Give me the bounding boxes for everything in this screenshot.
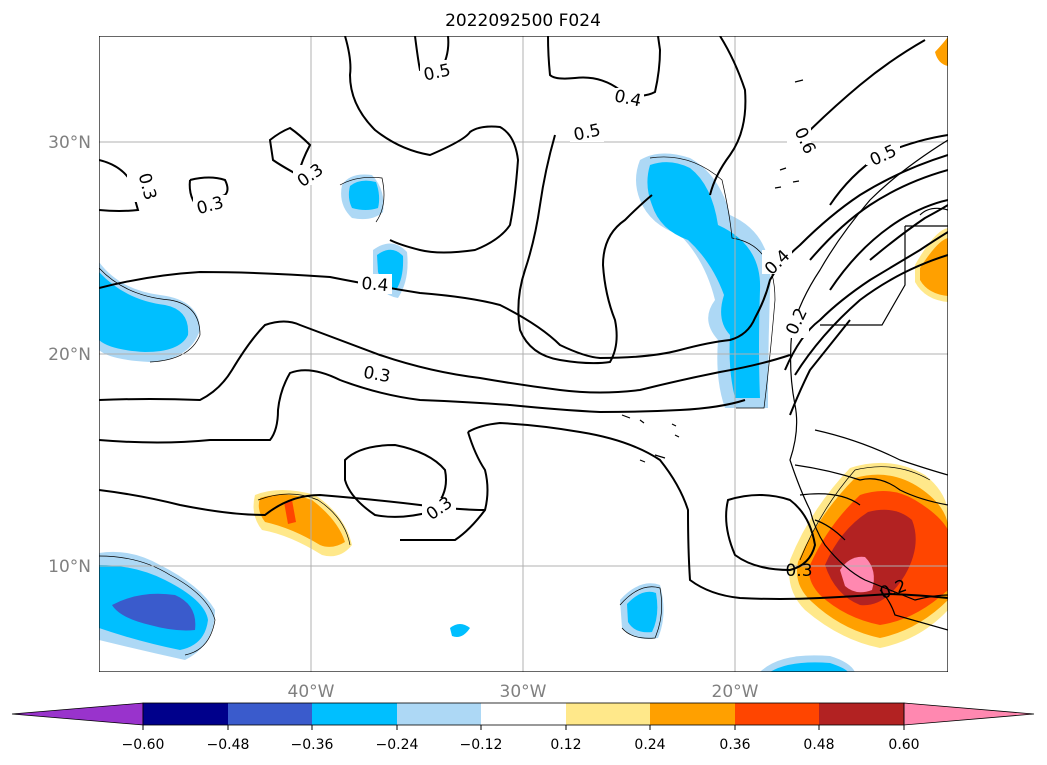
contour-0.3-loop <box>344 443 447 518</box>
colorbar-bin <box>143 703 228 725</box>
contour-label: 0.3 <box>362 363 392 387</box>
lat-label-30n: 30°N <box>48 133 91 153</box>
coastlines <box>621 79 948 631</box>
grid-lines <box>99 36 948 672</box>
colorbar-bin <box>228 703 312 725</box>
colorbar-tick: 0.48 <box>803 737 834 753</box>
lat-label-20n: 20°N <box>48 345 91 365</box>
colorbar-tick: −0.60 <box>122 737 165 753</box>
contour-label: 0.3 <box>785 561 812 581</box>
colorbar-min-extend <box>11 702 144 726</box>
longitude-labels: 40°W 30°W 20°W <box>288 682 759 702</box>
colorbar-tick: 0.60 <box>888 737 919 753</box>
contour-0.4-band <box>99 154 948 360</box>
colorbar-bin <box>650 703 735 725</box>
colorbar-bin <box>481 703 566 725</box>
lon-label-40w: 40°W <box>288 682 335 702</box>
contour-0.5-center <box>517 134 653 365</box>
colorbar-bin <box>312 703 397 725</box>
latitude-labels: 30°N 20°N 10°N <box>48 133 91 577</box>
contour-0.5-north <box>344 36 520 254</box>
colorbar-bin <box>397 703 481 725</box>
colorbar-bin <box>819 703 904 725</box>
colorbar-max-extend <box>903 702 1035 726</box>
lat-label-10n: 10°N <box>48 557 91 577</box>
colorbar-tick: 0.36 <box>719 737 750 753</box>
contour-label: 0.4 <box>361 274 390 296</box>
colorbar-bin <box>566 703 650 725</box>
map-panel: 0.5 0.4 0.5 0.3 0.3 0.3 0.6 0.5 0.4 0.2 … <box>99 36 948 672</box>
colorbar-tick: −0.48 <box>207 737 250 753</box>
colorbar-tick: −0.36 <box>291 737 334 753</box>
colorbar-tick: 0.24 <box>634 737 665 753</box>
colorbar: −0.60 −0.48 −0.36 −0.24 −0.12 0.12 0.24 … <box>11 702 1035 753</box>
colorbar-tick: −0.24 <box>376 737 419 753</box>
lon-label-30w: 30°W <box>500 682 547 702</box>
colorbar-bin <box>735 703 819 725</box>
contour-0.3-band <box>99 320 791 402</box>
colorbar-tick: 0.12 <box>550 737 581 753</box>
lon-label-20w: 20°W <box>712 682 759 702</box>
colorbar-tick: −0.12 <box>460 737 503 753</box>
map-title: 2022092500 F024 <box>445 11 601 31</box>
